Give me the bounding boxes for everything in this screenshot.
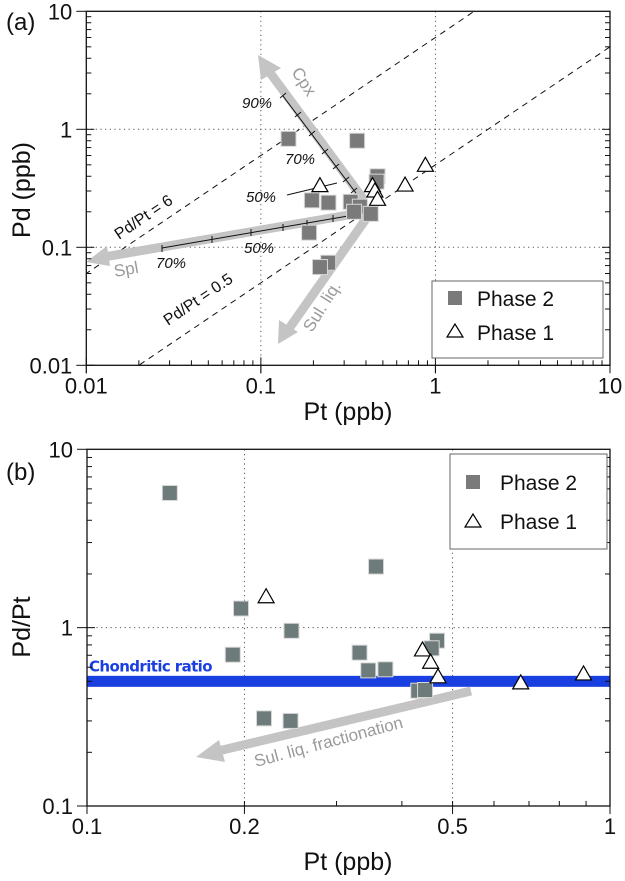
panel-a-label: (a) xyxy=(6,9,35,36)
points-b xyxy=(161,484,593,729)
phase2-point xyxy=(256,710,273,727)
phase1-point xyxy=(310,176,329,193)
phase1-point xyxy=(257,587,276,604)
phase1-point xyxy=(511,673,530,690)
phase2-point xyxy=(362,205,379,222)
ratio-6-label: Pd/Pt = 6 xyxy=(112,192,177,243)
cpx-70-label: 70% xyxy=(285,151,315,168)
x-tick-label: 0.1 xyxy=(246,373,277,398)
ratio-0.5-label: Pd/Pt = 0.5 xyxy=(161,271,237,330)
phase2-point xyxy=(224,646,241,663)
x-axis-label-b: Pt (ppb) xyxy=(304,848,393,876)
legend-a: Phase 2 Phase 1 xyxy=(431,280,604,359)
y-tick-label: 0.01 xyxy=(29,353,72,378)
spl-50-label: 50% xyxy=(244,240,274,257)
spl-70-label: 70% xyxy=(156,255,186,272)
phase1-point xyxy=(396,175,415,192)
legend-label-phase1: Phase 1 xyxy=(500,511,577,534)
phase2-point xyxy=(346,203,363,220)
x-tick-label: 0.2 xyxy=(229,814,260,839)
spl-label: Spl xyxy=(112,258,140,281)
y-axis-label-b: Pd/Pt xyxy=(8,596,36,657)
x-tick-label: 0.1 xyxy=(72,814,103,839)
legend-b: Phase 2 Phase 1 xyxy=(449,453,608,550)
x-tick-label: 0.5 xyxy=(437,814,468,839)
sul-liq-arrow xyxy=(278,213,372,344)
plot-frame-a xyxy=(85,10,611,366)
phase1-point xyxy=(428,667,448,684)
phase2-point xyxy=(360,662,377,679)
chondritic-ratio-band xyxy=(87,675,610,687)
phase2-point xyxy=(282,712,299,729)
ratio-line xyxy=(86,11,476,275)
panel-b: Chondritic ratio Sul. liq. fractionation… xyxy=(6,437,616,876)
y-tick-label: 1 xyxy=(60,117,72,142)
y-tick-label: 0.1 xyxy=(42,794,73,819)
phase1-point xyxy=(574,664,593,681)
phase2-point xyxy=(349,132,366,149)
legend-label-phase2: Phase 2 xyxy=(477,288,554,311)
x-tick-label: 1 xyxy=(429,373,441,398)
legend-marker-phase1 xyxy=(445,322,465,338)
y-tick-label: 1 xyxy=(61,616,73,641)
cpx-label: Cpx xyxy=(288,64,321,100)
phase1-point xyxy=(368,190,387,206)
panel-b-label: (b) xyxy=(6,459,35,486)
phase1-point xyxy=(421,653,440,669)
ratio-line xyxy=(136,46,610,366)
legend-label-phase1: Phase 1 xyxy=(477,322,554,345)
phase2-point xyxy=(377,661,394,678)
cpx-90-label: 90% xyxy=(242,95,272,112)
phase2-point xyxy=(161,484,178,501)
spl-arrow xyxy=(86,207,367,266)
phase2-point xyxy=(283,622,300,639)
legend-marker-phase1 xyxy=(463,512,483,528)
cpx-arrow xyxy=(258,55,368,203)
x-tick-label: 1 xyxy=(604,814,616,839)
y-axis-label-a: Pd (ppb) xyxy=(8,142,36,238)
legend-marker-phase2 xyxy=(448,291,462,305)
phase2-point xyxy=(303,192,320,209)
phase2-point xyxy=(320,194,337,211)
phase2-point xyxy=(233,600,250,617)
reference-lines-a xyxy=(86,11,610,366)
legend-marker-phase2 xyxy=(466,475,480,489)
phase2-point xyxy=(368,558,385,575)
phase2-point xyxy=(351,644,368,661)
chondritic-ratio-label: Chondritic ratio xyxy=(89,657,212,675)
cpx-50-leader xyxy=(286,182,338,196)
phase1-point xyxy=(413,640,432,657)
axis-ticks-a: 0.01 0.1 1 10 0.01 0.1 1 10 xyxy=(29,0,622,398)
panel-a: Cpx Spl Sul. liq. 90% 70% 50% 50% 70% Pd… xyxy=(6,0,622,426)
x-axis-label-a: Pt (ppb) xyxy=(304,398,393,426)
axis-ticks-b: 0.1 0.2 0.5 1 0.1 1 10 xyxy=(42,437,616,839)
y-tick-label: 10 xyxy=(48,0,72,24)
phase2-point xyxy=(311,259,328,276)
x-tick-label: 10 xyxy=(598,373,622,398)
phase2-point xyxy=(417,682,434,699)
points-a xyxy=(280,130,435,276)
legend-label-phase2: Phase 2 xyxy=(500,472,577,495)
cpx-50-label: 50% xyxy=(246,189,276,206)
sul-liq-fractionation-arrow xyxy=(196,686,473,762)
y-tick-label: 0.1 xyxy=(42,235,73,260)
phase2-point xyxy=(301,224,318,241)
phase1-point xyxy=(416,156,435,172)
y-tick-label: 10 xyxy=(49,437,73,462)
x-tick-label: 0.01 xyxy=(65,373,108,398)
phase2-point xyxy=(280,130,297,147)
